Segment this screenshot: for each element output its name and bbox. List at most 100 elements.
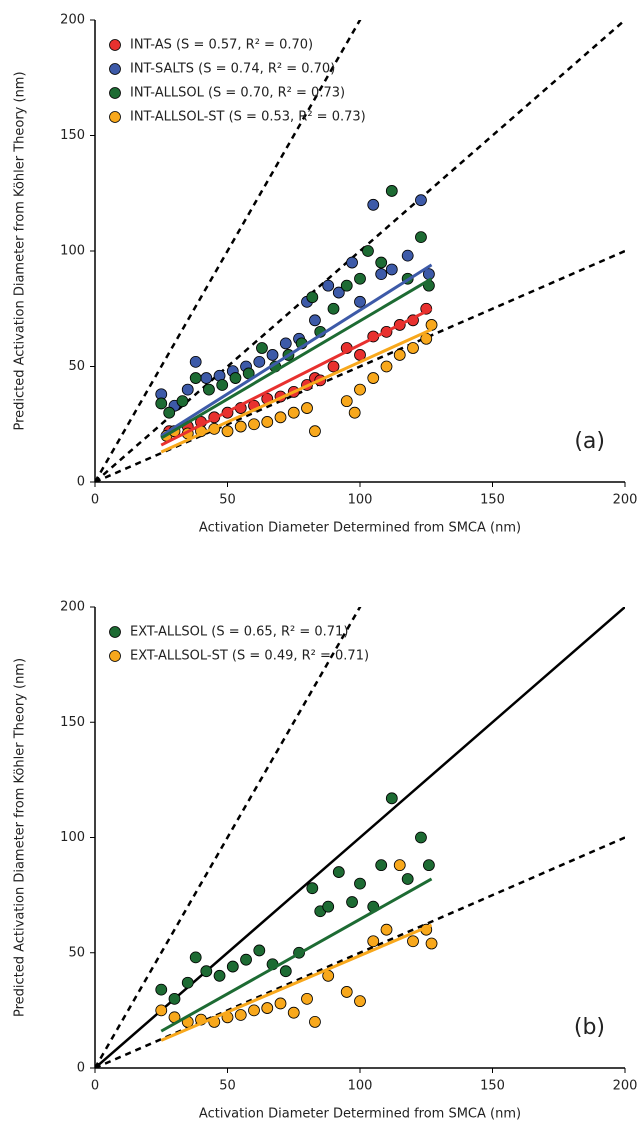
data-point [213, 969, 226, 982]
y-tick-label: 200 [60, 13, 85, 28]
x-axis-label: Activation Diameter Determined from SMCA… [199, 521, 521, 536]
data-point [346, 256, 358, 269]
reference-line [95, 20, 362, 482]
fit-line [160, 923, 433, 1042]
x-tick-label: 100 [348, 1079, 373, 1094]
legend-label: EXT-ALLSOL-ST (S = 0.49, R² = 0.71) [130, 649, 369, 664]
data-point [279, 337, 292, 350]
legend-marker [109, 87, 121, 99]
x-tick-label: 150 [480, 1079, 505, 1094]
data-point [306, 291, 319, 304]
y-tick-label: 50 [68, 359, 85, 374]
data-point [340, 395, 353, 408]
data-point [322, 279, 335, 292]
data-point [203, 383, 215, 396]
data-point [221, 425, 234, 438]
y-tick-label: 0 [77, 1061, 85, 1076]
data-point [332, 286, 345, 299]
data-point [322, 900, 335, 913]
reference-line [95, 20, 625, 482]
data-point [385, 185, 398, 197]
x-axis-label: Activation Diameter Determined from SMCA… [199, 1107, 521, 1122]
legend-marker [109, 650, 121, 662]
data-point [229, 372, 242, 384]
data-point [200, 372, 213, 384]
fit-line [160, 307, 433, 447]
data-point [425, 937, 438, 950]
y-tick-label: 200 [60, 600, 85, 615]
data-point [385, 263, 398, 276]
data-point [407, 935, 419, 948]
data-point [155, 1004, 168, 1017]
data-point [327, 302, 340, 315]
fit-line [160, 263, 433, 438]
x-tick-label: 200 [613, 493, 638, 508]
x-tick-label: 150 [480, 493, 505, 508]
panel-annotation: (b) [574, 1015, 605, 1040]
data-point [375, 256, 388, 269]
reference-line [95, 836, 625, 1068]
data-point [155, 397, 168, 410]
legend-marker [109, 39, 121, 51]
data-point [340, 279, 353, 292]
data-point [327, 360, 340, 373]
reference-line [95, 607, 625, 1068]
data-point [375, 268, 388, 281]
data-point [340, 986, 353, 998]
data-point [189, 372, 202, 384]
data-point [181, 383, 194, 396]
x-tick-label: 100 [348, 493, 373, 508]
data-point [176, 395, 189, 408]
fit-line [160, 328, 433, 454]
plot-area [95, 607, 625, 1068]
data-point [181, 976, 194, 989]
data-point [309, 425, 321, 438]
data-point [309, 314, 321, 327]
data-point [348, 406, 361, 419]
data-point [155, 983, 168, 996]
data-point [234, 1009, 247, 1021]
data-point [253, 355, 266, 368]
data-point [256, 342, 268, 354]
y-axis-label: Predicted Activation Diameter from Köhle… [13, 658, 28, 1017]
data-point [401, 249, 414, 262]
panel: 0 50 100 150 200 0 50 100 150 200 Activation Diame… [13, 600, 638, 1122]
data-point [226, 960, 239, 973]
data-point [393, 349, 406, 361]
y-tick-label: 100 [60, 244, 85, 259]
fit-line [160, 877, 433, 1033]
data-point [385, 792, 398, 805]
data-point [189, 951, 202, 964]
data-point [168, 992, 181, 1005]
data-point [367, 372, 380, 384]
data-point [248, 1004, 260, 1017]
data-point [279, 965, 292, 978]
data-point [234, 420, 247, 433]
y-tick-label: 0 [77, 475, 85, 490]
data-point [266, 349, 279, 361]
data-point [354, 295, 366, 308]
data-point [301, 992, 313, 1005]
data-point [274, 411, 287, 424]
data-point [163, 406, 176, 419]
data-point [354, 877, 366, 890]
fit-line [160, 277, 433, 440]
x-tick-label: 50 [219, 493, 236, 508]
data-point [189, 355, 202, 368]
data-point [425, 319, 438, 331]
data-point [354, 272, 366, 285]
y-tick-label: 150 [60, 715, 85, 730]
x-tick-label: 50 [219, 1079, 236, 1094]
x-tick-label: 0 [91, 1079, 99, 1094]
legend-marker [109, 626, 121, 638]
data-point [253, 944, 266, 957]
reference-line [95, 607, 362, 1068]
data-point [309, 1016, 321, 1028]
data-point [240, 953, 252, 966]
data-point [261, 416, 274, 428]
data-point [380, 360, 393, 373]
y-axis-label: Predicted Activation Diameter from Köhle… [13, 71, 28, 430]
data-point [422, 859, 435, 872]
data-point [407, 342, 419, 354]
